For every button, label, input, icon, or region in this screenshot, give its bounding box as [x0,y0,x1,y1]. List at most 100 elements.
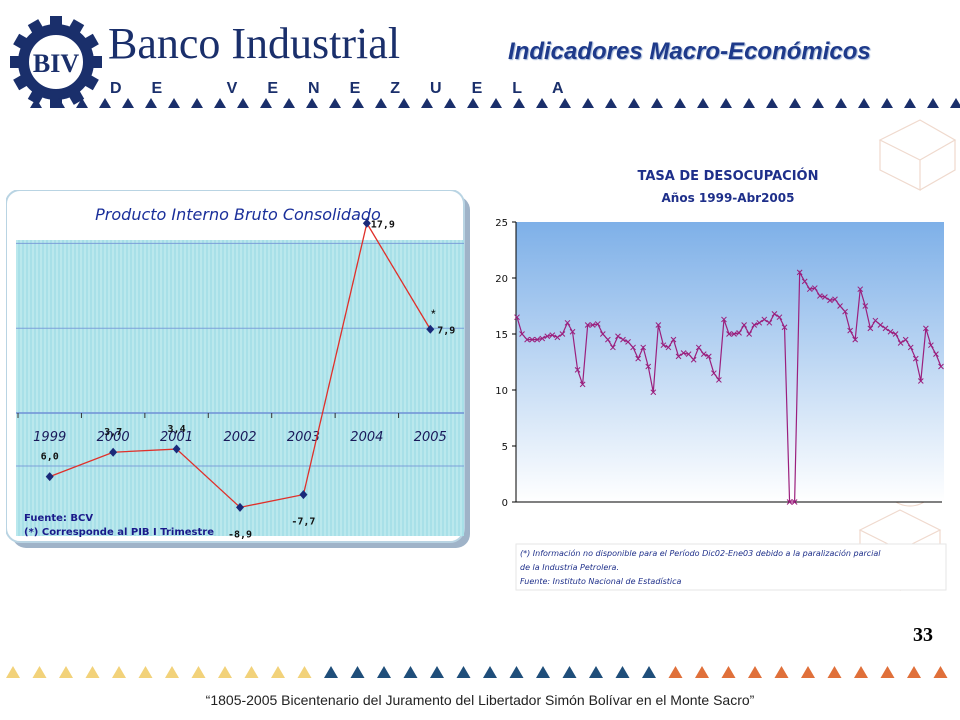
pib-data-point [172,444,181,454]
deco-triangle [812,98,824,108]
pib-x-tick-label: 2001 [160,430,193,445]
deco-triangle [456,666,471,678]
deco-triangle [774,666,789,678]
deco-triangle [789,98,801,108]
unemp-data-point [615,333,621,340]
deco-triangle [145,98,157,108]
pib-data-point [45,472,54,482]
page-number: 33 [913,624,933,646]
deco-triangle [605,98,617,108]
unemp-data-point [751,322,758,328]
deco-triangle [589,666,603,678]
deco-triangle [350,666,365,678]
logo-monogram: BIV [33,49,79,78]
deco-triangle [99,98,111,108]
deco-triangle [76,98,88,108]
pib-x-tick-label: 2005 [414,430,447,445]
unemp-data-point [907,344,914,351]
unemp-data-point [806,286,813,293]
deco-triangle [324,666,338,678]
unemp-data-point [817,293,823,299]
unemployment-chart: TASA DE DESOCUPACIÓN Años 1999-Abr2005 0… [495,168,947,591]
deco-triangle [927,98,939,108]
unemp-data-point [897,340,904,346]
unemp-data-point [569,328,576,335]
deco-triangle [421,98,433,108]
deco-triangle [854,666,868,678]
deco-triangle [721,666,736,678]
deco-triangle [483,666,497,678]
unemp-data-point [801,278,808,285]
unemp-data-point [534,336,541,343]
unemp-data-point [811,285,818,291]
unemp-data-point [675,353,682,360]
deco-triangle [218,666,232,678]
unemp-data-point [872,317,879,324]
deco-triangle [615,666,630,678]
deco-triangle [168,98,180,108]
deco-triangle [668,666,683,678]
footer-quote: “1805-2005 Bicentenario del Juramento de… [205,692,755,708]
unemp-data-point [842,308,848,315]
deco-triangle [297,666,312,678]
unemp-data-point [700,351,707,358]
deco-triangle [467,98,479,108]
deco-triangle [283,98,295,108]
deco-triangle [430,666,444,678]
deco-triangle [214,98,226,108]
deco-triangle [444,98,456,108]
deco-triangle [536,666,550,678]
unemp-data-point [635,355,641,362]
unemp-data-point [630,344,636,351]
pib-x-tick-label: 2003 [287,430,320,445]
unemp-data-point [862,303,869,309]
deco-triangle [306,98,318,108]
deco-triangle [907,666,921,678]
unemp-data-point [776,314,783,321]
pib-data-point [236,502,244,512]
unemp-data-point [928,342,934,349]
deco-triangle [642,666,656,678]
deco-triangle [881,98,893,108]
bank-logo-gear-icon: BIV [10,16,102,108]
gear-tooth [66,19,85,38]
deco-triangle [32,666,47,678]
deco-triangle [403,666,418,678]
pib-chart-title: Producto Interno Bruto Consolidado [95,205,381,224]
deco-triangle [904,98,916,108]
pib-data-label: -7,7 [291,517,315,528]
unemp-data-point [741,322,747,328]
deco-triangle [697,98,709,108]
unemp-data-point [892,331,899,337]
deco-triangle [6,666,20,678]
unemp-data-point [791,499,798,505]
gear-tooth [10,56,24,68]
unemp-data-point [574,366,581,373]
deco-triangle [377,666,391,678]
deco-triangle [562,666,577,678]
pib-x-tick-label: 2004 [350,430,383,445]
unemp-data-point [524,336,530,343]
unemp-data-point [529,336,535,343]
unemp-footnote-box [515,543,947,591]
unemp-data-point [620,336,626,343]
pib-footnote-note: (*) Corresponde al PIB I Trimestre [24,527,214,538]
unemp-data-point [726,331,732,337]
unemp-data-point [827,297,833,304]
pib-x-tick-label: 2002 [223,430,256,445]
unemp-data-point [650,389,657,396]
pib-data-point [362,218,371,228]
unemp-data-point [711,370,717,377]
unemp-data-point [660,342,667,349]
unemp-data-point [705,353,712,360]
deco-triangle [138,666,153,678]
gear-tooth [80,33,99,52]
unemp-data-point [690,356,697,363]
unemp-data-point [721,316,727,323]
unemp-data-point [746,331,753,337]
deco-triangle [398,98,410,108]
unemp-data-point [549,332,556,338]
unemp-data-point [539,335,546,342]
unemp-data-point [887,328,894,335]
pib-data-label: -8,9 [228,529,252,540]
